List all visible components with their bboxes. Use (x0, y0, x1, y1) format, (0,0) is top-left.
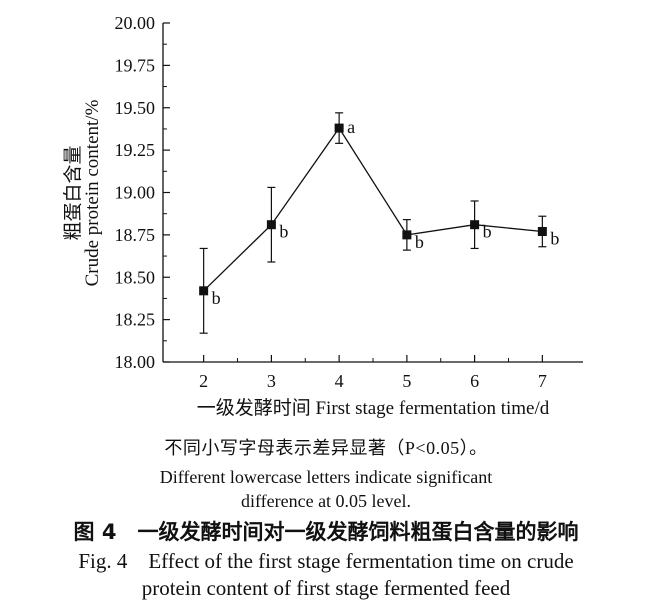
y-tick-label: 19.75 (115, 55, 156, 75)
x-tick-label: 3 (267, 371, 276, 391)
significance-label: b (212, 288, 221, 308)
y-tick-label: 18.00 (115, 352, 156, 372)
x-tick-label: 6 (470, 371, 479, 391)
significance-note-en-line2: difference at 0.05 level. (240, 491, 412, 511)
y-tick-label: 19.50 (115, 98, 156, 118)
significance-note-en: Different lowercase letters indicate sig… (0, 465, 652, 513)
data-point (537, 226, 547, 236)
figure-caption-en-line1: Fig. 4 Effect of the first stage ferment… (78, 549, 574, 573)
x-tick-label: 5 (402, 371, 411, 391)
significance-note-cn: 不同小写字母表示差异显著（P<0.05）。 (164, 438, 488, 458)
data-point (266, 220, 276, 230)
data-point (199, 286, 209, 296)
significance-note-en-line1: Different lowercase letters indicate sig… (159, 467, 493, 487)
y-axis-label-en: Crude protein content/% (82, 99, 103, 286)
data-point (470, 220, 480, 230)
y-tick-label: 20.00 (115, 13, 156, 33)
significance-label: b (415, 232, 424, 252)
y-tick-label: 19.00 (115, 183, 156, 203)
significance-label: b (550, 228, 559, 248)
x-axis-label: 一级发酵时间 First stage fermentation time/d (197, 397, 550, 419)
x-tick-label: 2 (199, 371, 208, 391)
data-point (334, 123, 344, 133)
y-tick-label: 18.25 (115, 310, 156, 330)
x-tick-label: 4 (335, 371, 344, 391)
figure-caption-en-line2: protein content of first stage fermented… (141, 576, 511, 600)
y-tick-label: 19.25 (115, 140, 156, 160)
y-axis-label-cn: 粗蛋白含量 (62, 145, 84, 240)
figure-caption-en: Fig. 4 Effect of the first stage ferment… (0, 548, 652, 602)
significance-label: b (483, 222, 492, 242)
figure-caption-cn: 图 4 一级发酵时间对一级发酵饲料粗蛋白含量的影响 (73, 520, 579, 544)
significance-label: b (279, 222, 288, 242)
line-chart: 18.00 18.25 18.50 18.75 19.00 19.25 19.50 19.75… (62, 13, 583, 419)
x-tick-label: 7 (538, 371, 547, 391)
data-point (402, 230, 412, 240)
series-line (203, 126, 543, 292)
y-tick-label: 18.50 (115, 267, 156, 287)
y-tick-label: 18.75 (115, 225, 156, 245)
significance-label: a (347, 117, 355, 137)
